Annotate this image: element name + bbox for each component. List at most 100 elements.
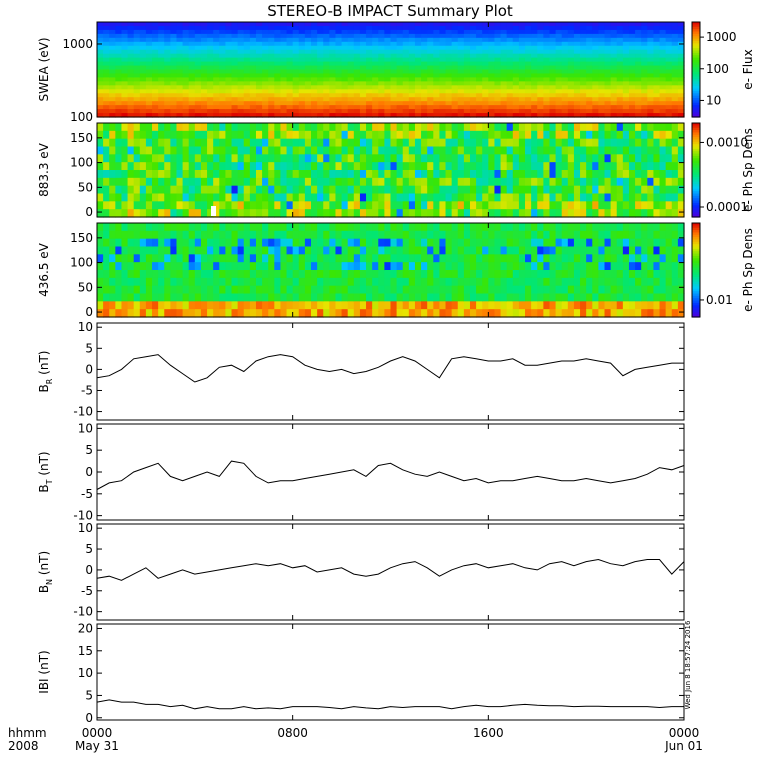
heatmap-cell bbox=[317, 93, 324, 98]
heatmap-cell bbox=[207, 262, 214, 271]
heatmap-cell bbox=[512, 113, 520, 118]
heatmap-cell bbox=[268, 130, 275, 140]
heatmap-cell bbox=[207, 277, 214, 287]
heatmap-cell bbox=[573, 223, 581, 232]
colorbar-segment bbox=[692, 214, 700, 218]
heatmap-cell bbox=[573, 22, 581, 27]
heatmap-cell bbox=[677, 293, 685, 302]
colorbar-segment bbox=[692, 123, 700, 126]
heatmap-cell bbox=[207, 185, 214, 195]
heatmap-cell bbox=[243, 262, 251, 271]
heatmap-cell bbox=[237, 301, 245, 310]
heatmap-cell bbox=[549, 22, 557, 27]
heatmap-cell bbox=[628, 25, 636, 31]
heatmap-cell bbox=[109, 262, 116, 271]
heatmap-cell bbox=[268, 65, 275, 71]
heatmap-cell bbox=[311, 49, 318, 55]
heatmap-cell bbox=[476, 81, 483, 86]
heatmap-cell bbox=[427, 285, 434, 295]
heatmap-cell bbox=[158, 109, 165, 114]
heatmap-cell bbox=[457, 154, 465, 163]
heatmap-cell bbox=[194, 130, 202, 140]
heatmap-cell bbox=[341, 277, 349, 287]
heatmap-cell bbox=[604, 130, 612, 140]
heatmap-cell bbox=[323, 238, 330, 248]
heatmap-cell bbox=[635, 25, 642, 31]
heatmap-cell bbox=[170, 37, 178, 43]
heatmap-cell bbox=[249, 105, 257, 110]
heatmap-cell bbox=[219, 223, 226, 232]
heatmap-cell bbox=[225, 93, 233, 98]
heatmap-cell bbox=[139, 113, 147, 118]
heatmap-cell bbox=[97, 49, 104, 55]
heatmap-cell bbox=[298, 223, 306, 232]
heatmap-cell bbox=[292, 285, 300, 295]
heatmap-cell bbox=[231, 57, 239, 63]
heatmap-cell bbox=[182, 57, 190, 63]
heatmap-cell bbox=[304, 93, 312, 98]
heatmap-cell bbox=[512, 109, 520, 114]
heatmap-cell bbox=[188, 22, 196, 27]
heatmap-cell bbox=[366, 201, 373, 210]
heatmap-cell bbox=[414, 113, 422, 118]
heatmap-cell bbox=[231, 170, 239, 179]
heatmap-cell bbox=[525, 185, 532, 195]
heatmap-cell bbox=[518, 185, 526, 195]
heatmap-cell bbox=[378, 223, 385, 232]
heatmap-cell bbox=[109, 29, 116, 35]
heatmap-cell bbox=[133, 170, 141, 179]
heatmap-cell bbox=[127, 230, 135, 240]
heatmap-cell bbox=[353, 109, 361, 114]
heatmap-cell bbox=[152, 89, 159, 94]
heatmap-cell bbox=[97, 89, 104, 94]
colorbar-tick-label: 100 bbox=[706, 62, 729, 76]
heatmap-cell bbox=[476, 130, 483, 140]
heatmap-cell bbox=[500, 22, 508, 27]
heatmap-cell bbox=[518, 254, 526, 263]
heatmap-cell bbox=[127, 97, 135, 102]
heatmap-cell bbox=[647, 73, 655, 79]
heatmap-cell bbox=[170, 33, 178, 39]
heatmap-cell bbox=[586, 301, 593, 310]
heatmap-cell bbox=[121, 162, 129, 171]
heatmap-cell bbox=[476, 293, 483, 302]
heatmap-cell bbox=[323, 301, 330, 310]
heatmap-cell bbox=[329, 177, 337, 187]
heatmap-cell bbox=[286, 69, 294, 75]
heatmap-cell bbox=[97, 109, 104, 114]
heatmap-cell bbox=[604, 97, 612, 102]
heatmap-cell bbox=[231, 270, 239, 279]
heatmap-cell bbox=[176, 57, 184, 63]
colorbar-segment bbox=[692, 298, 700, 302]
heatmap-cell bbox=[635, 89, 642, 94]
heatmap-cell bbox=[298, 177, 306, 187]
missing-data-mark bbox=[211, 206, 216, 216]
heatmap-cell bbox=[139, 223, 147, 232]
heatmap-cell bbox=[329, 61, 337, 67]
heatmap-cell bbox=[439, 105, 447, 110]
heatmap-cell bbox=[378, 193, 385, 202]
heatmap-cell bbox=[243, 65, 251, 71]
heatmap-cell bbox=[255, 201, 263, 210]
heatmap-cell bbox=[641, 89, 648, 94]
heatmap-cell bbox=[213, 101, 220, 106]
heatmap-cell bbox=[408, 69, 416, 75]
heatmap-cell bbox=[121, 53, 129, 59]
heatmap-cell bbox=[592, 113, 599, 118]
heatmap-cell bbox=[647, 77, 655, 82]
heatmap-cell bbox=[396, 61, 404, 67]
heatmap-cell bbox=[531, 29, 538, 35]
heatmap-cell bbox=[372, 209, 379, 218]
heatmap-cell bbox=[659, 105, 667, 110]
heatmap-cell bbox=[194, 85, 202, 90]
heatmap-cell bbox=[127, 65, 135, 71]
heatmap-cell bbox=[213, 97, 220, 102]
heatmap-cell bbox=[653, 93, 661, 98]
heatmap-cell bbox=[463, 146, 471, 155]
heatmap-cell bbox=[580, 246, 587, 255]
heatmap-cell bbox=[488, 262, 496, 271]
heatmap-cell bbox=[457, 73, 465, 79]
heatmap-cell bbox=[512, 238, 520, 248]
heatmap-cell bbox=[653, 177, 661, 187]
heatmap-cell bbox=[543, 301, 551, 310]
